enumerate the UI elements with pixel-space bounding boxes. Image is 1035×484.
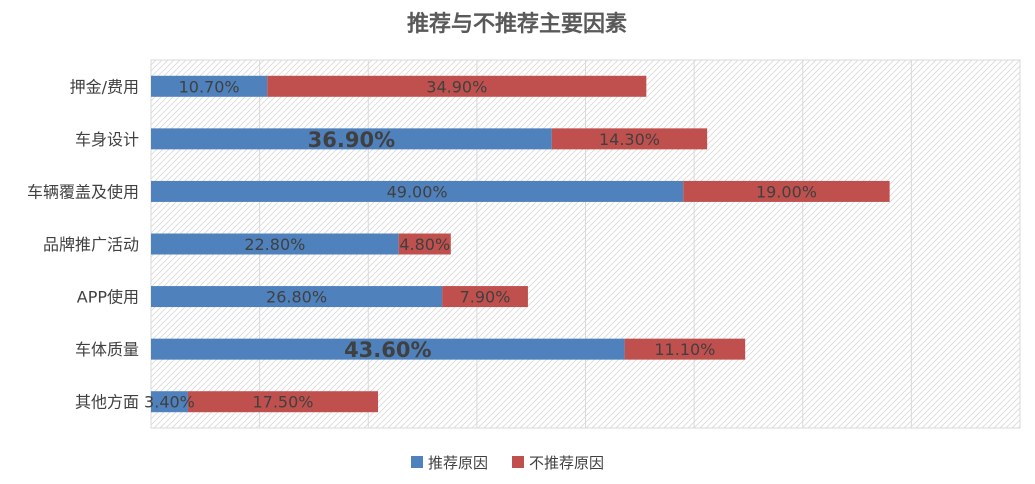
- data-label: 11.10%: [654, 340, 715, 359]
- data-label: 34.90%: [426, 77, 487, 96]
- data-labels: 10.70% 34.90% 36.90% 14.30% 49.00% 19.00% 22.8…: [144, 77, 817, 411]
- bar-not-recommend: [398, 233, 451, 255]
- chart-title: 推荐与不推荐主要因素: [407, 11, 627, 37]
- category-label: 押金/费用: [70, 77, 139, 96]
- bar-recommend: [151, 233, 399, 255]
- bar-recommend: [151, 286, 443, 308]
- category-label: 车辆覆盖及使用: [27, 182, 139, 201]
- legend-swatch-not-recommend: [512, 456, 524, 468]
- data-label: 3.40%: [144, 393, 195, 412]
- data-label: 36.90%: [308, 128, 395, 152]
- bar-not-recommend: [442, 286, 528, 308]
- legend-swatch-recommend: [411, 456, 423, 468]
- bar-recommend: [151, 338, 625, 360]
- legend-label-not-recommend: 不推荐原因: [529, 454, 604, 472]
- bar-not-recommend: [267, 75, 647, 97]
- data-label: 19.00%: [756, 182, 817, 201]
- data-label: 43.60%: [344, 338, 431, 362]
- category-label: 车体质量: [75, 340, 139, 359]
- bar-recommend: [151, 391, 188, 413]
- bar-not-recommend: [187, 391, 379, 413]
- data-label: 4.80%: [399, 235, 450, 254]
- bar-not-recommend: [551, 128, 708, 150]
- category-label: 品牌推广活动: [43, 235, 139, 254]
- data-label: 7.90%: [460, 288, 511, 307]
- category-label: 其他方面: [75, 393, 139, 412]
- bar-not-recommend: [624, 338, 746, 360]
- data-label: 22.80%: [244, 235, 305, 254]
- legend: 推荐原因 不推荐原因: [411, 454, 604, 472]
- data-label: 10.70%: [179, 77, 240, 96]
- bar-recommend: [151, 75, 268, 97]
- category-label: APP使用: [77, 288, 139, 307]
- bar-recommend: [151, 180, 684, 202]
- data-label: 17.50%: [252, 393, 313, 412]
- data-label: 26.80%: [266, 288, 327, 307]
- data-label: 14.30%: [599, 130, 660, 149]
- category-label: 车身设计: [75, 130, 139, 149]
- legend-label-recommend: 推荐原因: [428, 454, 488, 472]
- data-label: 49.00%: [387, 182, 448, 201]
- bars: [151, 75, 890, 413]
- gridlines: [259, 60, 912, 428]
- bar-recommend: [151, 128, 552, 150]
- bar-not-recommend: [683, 180, 890, 202]
